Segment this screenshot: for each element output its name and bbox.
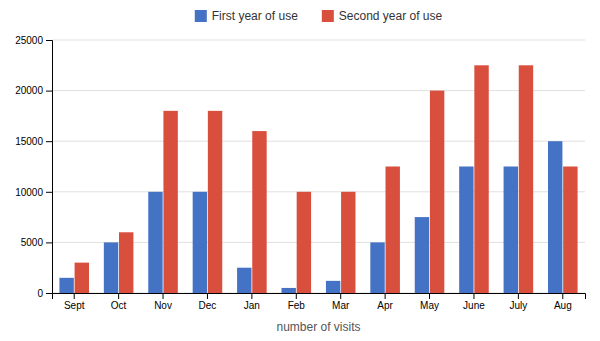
y-tick: 25000 bbox=[15, 35, 52, 46]
bar bbox=[252, 131, 266, 293]
x-tick-mark bbox=[74, 293, 75, 299]
bar bbox=[459, 167, 473, 294]
bar bbox=[504, 167, 518, 294]
bar bbox=[430, 91, 444, 293]
bar bbox=[415, 217, 429, 293]
x-tick-mark bbox=[385, 293, 386, 299]
x-tick-mark bbox=[340, 293, 341, 299]
x-tick: Feb bbox=[288, 293, 306, 311]
bar bbox=[193, 192, 207, 293]
x-tick-mark bbox=[518, 293, 519, 299]
bar bbox=[370, 242, 384, 293]
bar bbox=[548, 141, 562, 293]
x-tick: Apr bbox=[377, 293, 393, 311]
legend-item: First year of use bbox=[195, 9, 298, 23]
x-tick-label: Mar bbox=[332, 300, 350, 311]
chart: 0 5000 10000 15000 20000 25000 Sept Oct Nov Dec Ja… bbox=[0, 0, 600, 341]
grid bbox=[52, 40, 585, 293]
bar bbox=[59, 278, 73, 293]
x-tick-label: Feb bbox=[288, 300, 306, 311]
bar bbox=[163, 111, 177, 293]
x-tick-mark bbox=[207, 293, 208, 299]
x-tick-label: Sept bbox=[64, 300, 85, 311]
x-tick-label: Nov bbox=[154, 300, 172, 311]
x-tick: Oct bbox=[111, 293, 127, 311]
legend-label: Second year of use bbox=[339, 9, 443, 23]
x-tick: Dec bbox=[199, 293, 217, 311]
y-tick-label: 0 bbox=[37, 288, 43, 299]
x-tick-mark bbox=[251, 293, 252, 299]
grid-line bbox=[52, 90, 585, 91]
x-axis-line bbox=[53, 294, 586, 300]
x-tick: Jan bbox=[244, 293, 260, 311]
legend: First year of use Second year of use bbox=[195, 9, 443, 23]
bar bbox=[237, 268, 251, 293]
x-tick-label: June bbox=[463, 300, 485, 311]
bar bbox=[148, 192, 162, 293]
bar bbox=[563, 167, 577, 294]
y-tick-mark bbox=[46, 242, 52, 243]
bar bbox=[75, 263, 89, 293]
y-tick: 0 bbox=[37, 288, 52, 299]
bar bbox=[341, 192, 355, 293]
y-axis: 0 5000 10000 15000 20000 25000 bbox=[15, 35, 52, 299]
bar bbox=[474, 65, 488, 293]
x-tick: Mar bbox=[332, 293, 350, 311]
grid-line bbox=[52, 40, 585, 41]
y-tick-mark bbox=[46, 91, 52, 92]
x-tick: Sept bbox=[64, 293, 85, 311]
bar-series bbox=[75, 65, 578, 293]
grid-line bbox=[52, 141, 585, 142]
bar bbox=[519, 65, 533, 293]
bar bbox=[386, 167, 400, 294]
bar bbox=[104, 242, 118, 293]
plot: 0 5000 10000 15000 20000 25000 Sept Oct Nov Dec Ja… bbox=[15, 35, 585, 311]
y-tick-label: 15000 bbox=[15, 136, 43, 147]
x-tick-label: Aug bbox=[554, 300, 572, 311]
x-axis: Sept Oct Nov Dec Jan Feb Mar Apr May June July Aug bbox=[53, 293, 586, 311]
x-tick-label: Jan bbox=[244, 300, 260, 311]
x-tick-label: May bbox=[420, 300, 439, 311]
y-tick-mark bbox=[46, 40, 52, 41]
x-tick-label: Apr bbox=[377, 300, 393, 311]
x-tick-mark bbox=[473, 293, 474, 299]
y-tick-label: 10000 bbox=[15, 187, 43, 198]
bar bbox=[297, 192, 311, 293]
x-tick: June bbox=[463, 293, 485, 311]
x-tick-label: July bbox=[509, 300, 527, 311]
x-axis-title: number of visits bbox=[276, 320, 360, 334]
x-tick: July bbox=[509, 293, 527, 311]
y-tick: 5000 bbox=[21, 237, 52, 248]
x-tick-mark bbox=[429, 293, 430, 299]
x-tick: Nov bbox=[154, 293, 172, 311]
x-tick-label: Oct bbox=[111, 300, 127, 311]
y-tick-label: 20000 bbox=[15, 85, 43, 96]
legend-swatch bbox=[195, 10, 207, 22]
y-axis-line bbox=[46, 41, 53, 294]
y-tick-mark bbox=[46, 141, 52, 142]
x-tick-mark bbox=[562, 293, 563, 299]
y-tick: 15000 bbox=[15, 136, 52, 147]
y-tick: 10000 bbox=[15, 187, 52, 198]
x-tick: Aug bbox=[554, 293, 572, 311]
x-tick-mark bbox=[163, 293, 164, 299]
bar bbox=[326, 281, 340, 293]
legend-item: Second year of use bbox=[322, 9, 443, 23]
bar bbox=[208, 111, 222, 293]
y-tick-mark bbox=[46, 293, 52, 294]
y-tick-label: 25000 bbox=[15, 35, 43, 46]
bar bbox=[282, 288, 296, 293]
x-tick: May bbox=[420, 293, 439, 311]
y-tick-label: 5000 bbox=[21, 237, 44, 248]
legend-label: First year of use bbox=[212, 9, 298, 23]
legend-swatch bbox=[322, 10, 334, 22]
y-tick-mark bbox=[46, 192, 52, 193]
x-tick-mark bbox=[118, 293, 119, 299]
x-tick-label: Dec bbox=[199, 300, 217, 311]
bar bbox=[119, 232, 133, 293]
y-tick: 20000 bbox=[15, 85, 52, 96]
bars bbox=[59, 65, 577, 293]
x-tick-mark bbox=[296, 293, 297, 299]
